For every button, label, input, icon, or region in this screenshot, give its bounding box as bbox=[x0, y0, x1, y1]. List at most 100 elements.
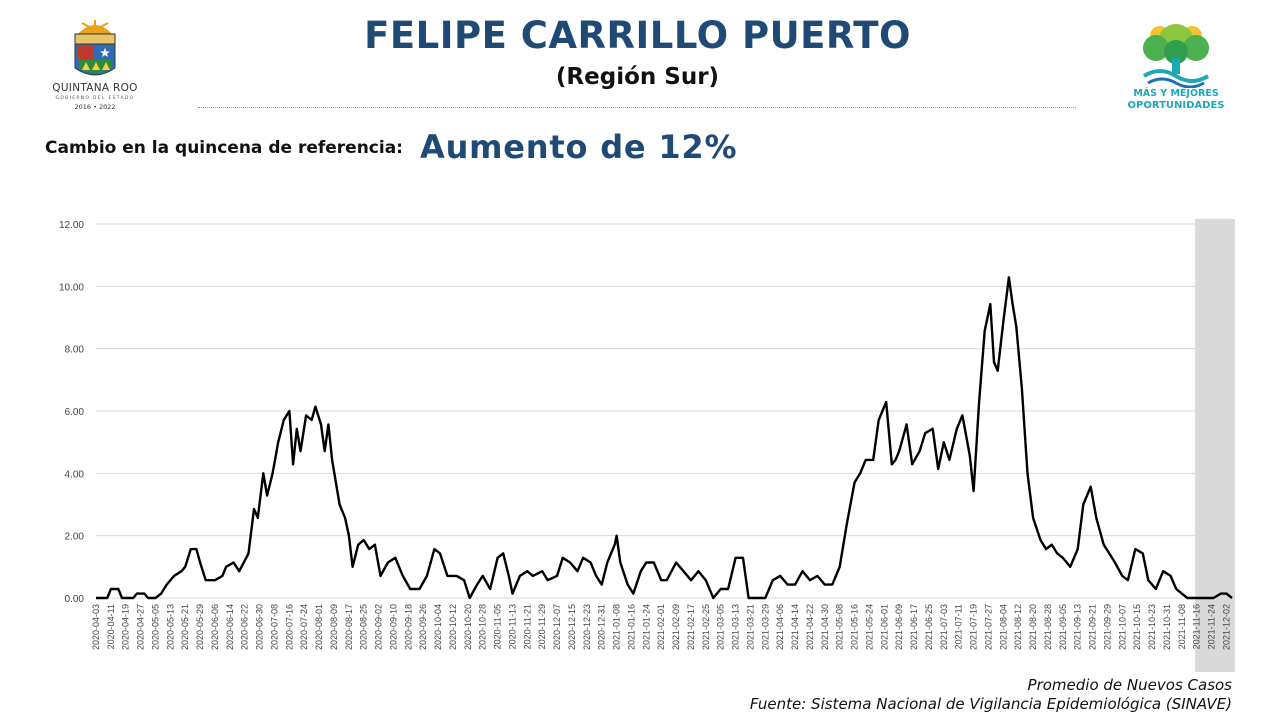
metric-caption: Promedio de Nuevos Casos bbox=[1027, 676, 1232, 694]
x-tick-label: 2020-08-17 bbox=[344, 604, 354, 650]
page-title: FELIPE CARRILLO PUERTO bbox=[364, 14, 911, 57]
y-tick-label: 2.00 bbox=[65, 532, 85, 543]
x-tick-label: 2021-04-30 bbox=[820, 604, 830, 650]
change-label: Cambio en la quincena de referencia: bbox=[45, 138, 403, 158]
x-tick-label: 2021-05-08 bbox=[835, 604, 845, 650]
x-tick-label: 2020-09-26 bbox=[418, 604, 428, 650]
x-tick-label: 2021-10-31 bbox=[1162, 604, 1172, 650]
x-tick-label: 2021-02-25 bbox=[701, 604, 711, 650]
coat-of-arms-icon bbox=[74, 20, 116, 76]
x-tick-label: 2020-06-22 bbox=[240, 604, 250, 650]
x-tick-label: 2020-10-04 bbox=[433, 604, 443, 650]
logo-years-text: 2016 • 2022 bbox=[74, 103, 116, 111]
x-tick-label: 2021-02-17 bbox=[686, 604, 696, 650]
y-tick-label: 4.00 bbox=[65, 469, 85, 480]
x-tick-label: 2021-07-03 bbox=[939, 604, 949, 650]
y-tick-label: 12.00 bbox=[59, 220, 84, 231]
x-tick-label: 2020-07-16 bbox=[284, 604, 294, 650]
x-tick-label: 2021-12-02 bbox=[1221, 604, 1231, 650]
x-tick-label: 2021-06-25 bbox=[924, 604, 934, 650]
x-tick-label: 2021-06-09 bbox=[894, 604, 904, 650]
x-tick-label: 2021-09-29 bbox=[1102, 604, 1112, 650]
x-tick-label: 2021-06-01 bbox=[879, 604, 889, 650]
x-tick-label: 2021-07-11 bbox=[954, 604, 964, 649]
x-tick-label: 2021-11-16 bbox=[1192, 604, 1202, 649]
x-tick-label: 2020-04-19 bbox=[121, 604, 131, 650]
logo-right-line2: OPORTUNIDADES bbox=[1127, 100, 1225, 111]
oportunidades-logo: MÁS Y MEJORES OPORTUNIDADES bbox=[1120, 20, 1232, 115]
x-tick-label: 2021-10-23 bbox=[1147, 604, 1157, 650]
change-value: Aumento de 12% bbox=[420, 128, 738, 166]
quintana-roo-logo: QUINTANA ROO GOBIERNO DEL ESTADO 2016 • … bbox=[40, 16, 150, 116]
x-tick-label: 2021-09-21 bbox=[1088, 604, 1098, 650]
x-tick-label: 2021-10-07 bbox=[1117, 604, 1127, 650]
x-tick-label: 2021-02-01 bbox=[656, 604, 666, 650]
x-tick-label: 2021-05-16 bbox=[850, 604, 860, 650]
x-tick-label: 2021-07-27 bbox=[983, 604, 993, 650]
page-subtitle: (Región Sur) bbox=[555, 64, 720, 90]
x-tick-label: 2020-10-12 bbox=[448, 604, 458, 650]
x-tick-label: 2020-11-05 bbox=[493, 604, 503, 649]
x-tick-label: 2020-08-25 bbox=[359, 604, 369, 650]
x-tick-label: 2020-06-06 bbox=[210, 604, 220, 650]
x-tick-label: 2020-06-30 bbox=[255, 604, 265, 650]
x-tick-label: 2021-11-24 bbox=[1207, 604, 1217, 649]
x-tick-label: 2021-08-20 bbox=[1028, 604, 1038, 650]
x-tick-label: 2021-08-28 bbox=[1043, 604, 1053, 650]
x-tick-label: 2021-04-22 bbox=[805, 604, 815, 650]
x-tick-label: 2020-11-21 bbox=[522, 604, 532, 649]
logo-sub-text: GOBIERNO DEL ESTADO bbox=[55, 96, 135, 101]
x-tick-label: 2021-09-13 bbox=[1073, 604, 1083, 650]
x-tick-label: 2021-03-13 bbox=[731, 604, 741, 650]
x-tick-label: 2021-04-06 bbox=[775, 604, 785, 650]
x-tick-label: 2020-10-20 bbox=[463, 604, 473, 650]
x-tick-label: 2021-01-16 bbox=[626, 604, 636, 650]
x-tick-label: 2020-11-13 bbox=[507, 604, 517, 649]
x-tick-label: 2020-07-24 bbox=[299, 604, 309, 650]
tree-logo-icon bbox=[1142, 24, 1210, 88]
x-tick-label: 2020-05-29 bbox=[195, 604, 205, 650]
x-tick-label: 2020-12-07 bbox=[552, 604, 562, 650]
x-tick-label: 2020-04-11 bbox=[106, 604, 116, 649]
x-tick-label: 2020-07-08 bbox=[269, 604, 279, 650]
x-tick-label: 2020-12-31 bbox=[597, 604, 607, 650]
source-caption: Fuente: Sistema Nacional de Vigilancia E… bbox=[749, 695, 1232, 713]
x-tick-label: 2020-08-01 bbox=[314, 604, 324, 650]
y-tick-label: 8.00 bbox=[65, 345, 85, 356]
x-tick-label: 2021-03-29 bbox=[760, 604, 770, 650]
logo-brand-text: QUINTANA ROO bbox=[52, 82, 138, 94]
x-tick-label: 2020-08-09 bbox=[329, 604, 339, 650]
x-tick-label: 2021-04-14 bbox=[790, 604, 800, 650]
x-tick-label: 2021-06-17 bbox=[909, 604, 919, 650]
x-tick-label: 2020-05-05 bbox=[150, 604, 160, 650]
x-tick-label: 2020-04-27 bbox=[136, 604, 146, 650]
x-tick-label: 2020-06-14 bbox=[225, 604, 235, 650]
x-tick-label: 2020-09-02 bbox=[374, 604, 384, 650]
x-tick-label: 2020-10-28 bbox=[478, 604, 488, 650]
x-tick-label: 2020-04-03 bbox=[91, 604, 101, 650]
x-tick-label: 2021-07-19 bbox=[969, 604, 979, 650]
x-tick-label: 2020-12-23 bbox=[582, 604, 592, 650]
header-divider bbox=[198, 107, 1076, 108]
x-tick-label: 2021-02-09 bbox=[671, 604, 681, 650]
x-tick-label: 2021-08-04 bbox=[998, 604, 1008, 650]
x-tick-label: 2020-11-29 bbox=[537, 604, 547, 649]
x-tick-label: 2020-12-15 bbox=[567, 604, 577, 650]
logo-right-line1: MÁS Y MEJORES bbox=[1133, 88, 1219, 99]
x-tick-label: 2021-05-24 bbox=[864, 604, 874, 650]
x-tick-label: 2021-03-21 bbox=[745, 604, 755, 650]
x-tick-label: 2020-09-10 bbox=[388, 604, 398, 650]
x-tick-label: 2021-01-08 bbox=[612, 604, 622, 650]
cases-line-chart: 0.00 2.00 4.00 6.00 8.00 10.00 12.00 2020-04-03… bbox=[59, 219, 1235, 672]
x-tick-label: 2021-03-05 bbox=[716, 604, 726, 650]
x-tick-label: 2020-09-18 bbox=[403, 604, 413, 650]
x-tick-label: 2020-05-21 bbox=[180, 604, 190, 650]
y-tick-label: 0.00 bbox=[65, 594, 85, 605]
x-tick-label: 2020-05-13 bbox=[165, 604, 175, 650]
x-tick-label: 2021-08-12 bbox=[1013, 604, 1023, 650]
x-tick-label: 2021-10-15 bbox=[1132, 604, 1142, 650]
series-line bbox=[96, 276, 1233, 600]
x-tick-label: 2021-11-08 bbox=[1177, 604, 1187, 649]
y-tick-label: 6.00 bbox=[65, 407, 85, 418]
y-tick-label: 10.00 bbox=[59, 282, 84, 293]
